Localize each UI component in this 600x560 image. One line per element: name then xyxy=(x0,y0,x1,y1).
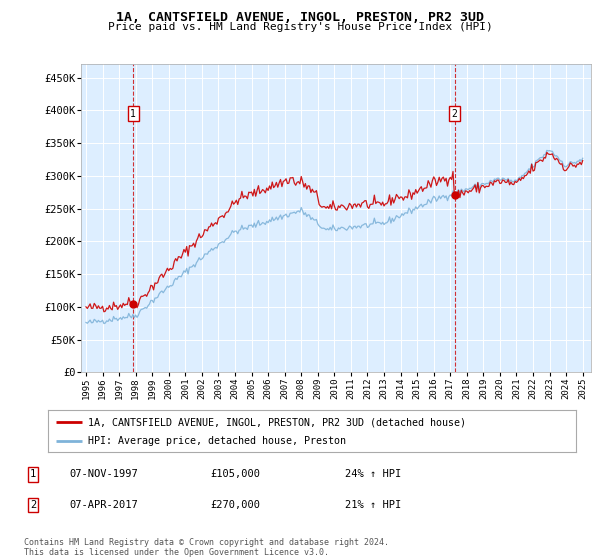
Text: £105,000: £105,000 xyxy=(210,469,260,479)
Text: 2: 2 xyxy=(30,500,36,510)
Text: 1: 1 xyxy=(30,469,36,479)
Text: HPI: Average price, detached house, Preston: HPI: Average price, detached house, Pres… xyxy=(88,436,346,446)
Text: Price paid vs. HM Land Registry's House Price Index (HPI): Price paid vs. HM Land Registry's House … xyxy=(107,22,493,32)
Text: 07-APR-2017: 07-APR-2017 xyxy=(69,500,138,510)
Text: 1A, CANTSFIELD AVENUE, INGOL, PRESTON, PR2 3UD (detached house): 1A, CANTSFIELD AVENUE, INGOL, PRESTON, P… xyxy=(88,417,466,427)
Text: 1: 1 xyxy=(130,109,136,119)
Text: Contains HM Land Registry data © Crown copyright and database right 2024.
This d: Contains HM Land Registry data © Crown c… xyxy=(24,538,389,557)
Text: 1A, CANTSFIELD AVENUE, INGOL, PRESTON, PR2 3UD: 1A, CANTSFIELD AVENUE, INGOL, PRESTON, P… xyxy=(116,11,484,24)
Text: £270,000: £270,000 xyxy=(210,500,260,510)
Text: 07-NOV-1997: 07-NOV-1997 xyxy=(69,469,138,479)
Text: 2: 2 xyxy=(452,109,458,119)
Text: 21% ↑ HPI: 21% ↑ HPI xyxy=(345,500,401,510)
Text: 24% ↑ HPI: 24% ↑ HPI xyxy=(345,469,401,479)
